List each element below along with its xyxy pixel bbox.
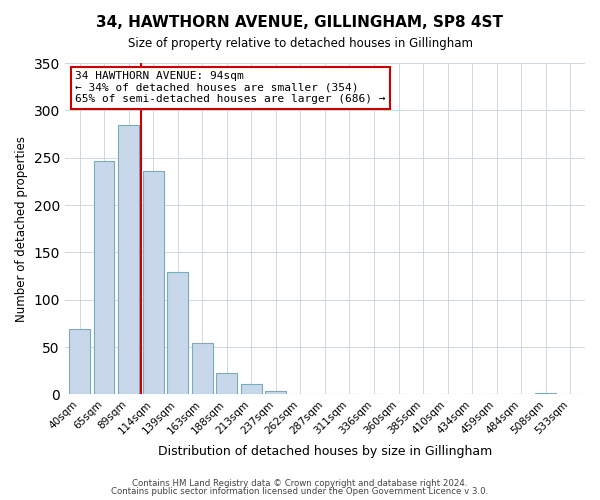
X-axis label: Distribution of detached houses by size in Gillingham: Distribution of detached houses by size … xyxy=(158,444,492,458)
Text: Contains public sector information licensed under the Open Government Licence v : Contains public sector information licen… xyxy=(112,488,488,496)
Y-axis label: Number of detached properties: Number of detached properties xyxy=(15,136,28,322)
Text: 34, HAWTHORN AVENUE, GILLINGHAM, SP8 4ST: 34, HAWTHORN AVENUE, GILLINGHAM, SP8 4ST xyxy=(97,15,503,30)
Bar xyxy=(94,162,115,394)
Bar xyxy=(217,372,237,394)
Bar xyxy=(143,171,164,394)
Bar xyxy=(535,392,556,394)
Bar xyxy=(241,384,262,394)
Bar xyxy=(118,124,139,394)
Text: Size of property relative to detached houses in Gillingham: Size of property relative to detached ho… xyxy=(128,38,473,51)
Bar xyxy=(167,272,188,394)
Bar xyxy=(265,390,286,394)
Text: 34 HAWTHORN AVENUE: 94sqm
← 34% of detached houses are smaller (354)
65% of semi: 34 HAWTHORN AVENUE: 94sqm ← 34% of detac… xyxy=(75,72,386,104)
Text: Contains HM Land Registry data © Crown copyright and database right 2024.: Contains HM Land Registry data © Crown c… xyxy=(132,478,468,488)
Bar xyxy=(192,344,212,394)
Bar xyxy=(69,329,90,394)
